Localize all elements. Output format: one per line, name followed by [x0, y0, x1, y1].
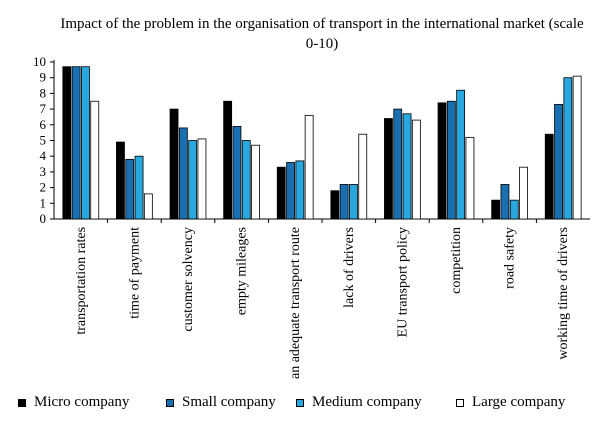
bar: [358, 133, 368, 220]
bar: [339, 184, 349, 220]
legend-label-medium: Medium company: [312, 394, 422, 410]
x-tick-label: customer solvency: [181, 227, 196, 332]
legend-swatch-micro: [18, 398, 26, 407]
y-tick-label: 7: [40, 101, 47, 116]
bar: [169, 108, 179, 220]
bar: [197, 138, 207, 220]
bar: [286, 162, 295, 220]
bar: [251, 144, 260, 220]
legend-swatch-medium: [296, 398, 304, 407]
y-tick-label: 9: [40, 70, 47, 85]
x-tick-label: working time of drivers: [556, 227, 571, 360]
bar: [81, 66, 90, 220]
x-tick-label: an adequate transport route: [288, 227, 303, 379]
y-tick-label: 0: [40, 211, 47, 226]
bar: [116, 141, 125, 220]
bar: [143, 193, 153, 220]
bar: [223, 100, 233, 220]
y-tick-label: 5: [40, 133, 47, 148]
legend-swatch-large: [456, 398, 464, 407]
y-tick-label: 10: [33, 54, 46, 69]
bar: [519, 166, 528, 220]
x-tick-label: lack of drivers: [342, 227, 357, 308]
y-tick-label: 6: [40, 117, 47, 132]
bar: [384, 118, 393, 220]
legend-item-medium: Medium company: [296, 394, 422, 411]
y-tick-label: 3: [40, 164, 47, 179]
bar: [178, 127, 188, 220]
bar: [456, 89, 466, 220]
bar: [188, 140, 198, 220]
bar: [437, 102, 447, 220]
bar: [446, 100, 456, 220]
bar: [134, 155, 144, 220]
bar: [544, 133, 554, 220]
bar: [241, 140, 251, 220]
bar: [393, 108, 403, 220]
bar: [295, 160, 305, 220]
bar: [465, 136, 475, 220]
chart-title: Impact of the problem in the organisatio…: [60, 16, 584, 52]
bar: [402, 113, 412, 220]
x-tick-label: road safety: [503, 227, 518, 289]
x-tick-label: EU transport policy: [395, 227, 410, 337]
legend-item-small: Small company: [166, 394, 276, 411]
legend-swatch-small: [166, 398, 174, 407]
bar: [500, 184, 510, 220]
bar: [232, 125, 242, 220]
legend-label-micro: Micro company: [34, 394, 130, 410]
bar: [349, 184, 358, 220]
bar: [563, 77, 573, 220]
bar: [62, 66, 72, 220]
bar: [491, 199, 501, 220]
bar: [71, 66, 81, 220]
bar: [276, 166, 286, 220]
x-tick-label: competition: [449, 227, 464, 294]
bar: [509, 199, 519, 220]
legend-item-micro: Micro company: [18, 394, 129, 411]
bar: [572, 75, 582, 220]
bar: [90, 100, 100, 220]
x-tick-label: time of payment: [127, 227, 142, 319]
x-tick-label: empty mileages: [235, 227, 250, 315]
y-tick-label: 2: [40, 180, 47, 195]
y-tick-label: 8: [40, 85, 47, 100]
legend-item-large: Large company: [456, 394, 565, 411]
y-tick-label: 4: [40, 148, 47, 163]
legend: Micro company Small company Medium compa…: [0, 394, 604, 420]
bar: [125, 158, 135, 220]
bar: [304, 114, 314, 220]
legend-label-small: Small company: [182, 394, 276, 410]
bar: [330, 190, 340, 220]
bar: [411, 119, 421, 220]
legend-label-large: Large company: [472, 394, 566, 410]
y-tick-label: 1: [40, 195, 47, 210]
x-tick-label: transportation rates: [74, 227, 89, 335]
bar: [554, 103, 563, 220]
